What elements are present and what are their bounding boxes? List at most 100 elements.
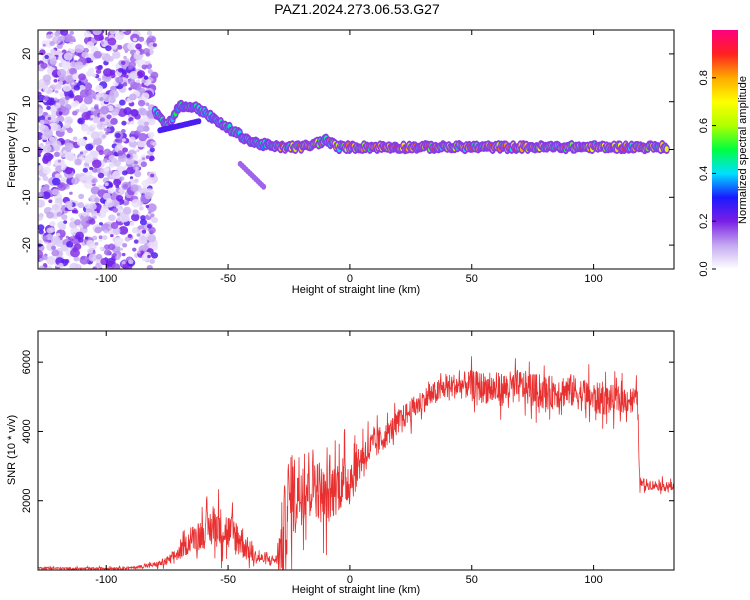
noise-blob [130, 109, 139, 117]
noise-blob [70, 248, 80, 258]
noise-blob [63, 220, 68, 224]
noise-blob [88, 218, 96, 225]
noise-blob [147, 234, 157, 243]
noise-blob [129, 221, 135, 226]
x-tick-label: 0 [347, 273, 353, 285]
noise-blob [90, 114, 94, 119]
noise-blob [150, 213, 155, 218]
noise-blob [148, 226, 156, 234]
noise-blob [150, 252, 159, 259]
noise-blob [40, 62, 48, 69]
noise-blob [104, 199, 115, 208]
y-tick-label: 6000 [21, 350, 33, 374]
noise-blob [134, 160, 139, 165]
noise-blob [46, 211, 54, 219]
noise-blob [136, 70, 146, 78]
noise-blob [106, 114, 112, 120]
spectrogram-marks [38, 30, 670, 269]
noise-blob [112, 227, 121, 235]
snr-x-ticks: -100 -50 0 50 100 [95, 331, 603, 586]
noise-blob [102, 94, 112, 103]
noise-blob [122, 147, 129, 153]
noise-blob [54, 151, 60, 158]
noise-blob [41, 254, 48, 261]
noise-blob [77, 117, 85, 125]
noise-blob [62, 83, 72, 92]
noise-blob [141, 244, 149, 251]
noise-blob [64, 201, 73, 209]
noise-blob [51, 236, 61, 245]
noise-blob [110, 114, 116, 120]
noise-blob [147, 132, 155, 138]
noise-blob [110, 221, 119, 229]
noise-blob [132, 247, 137, 252]
noise-blob [108, 214, 116, 222]
spectrogram-x-ticks: -100 -50 0 50 100 [95, 30, 603, 285]
figure-title: PAZ1.2024.273.06.53.G27 [274, 1, 440, 17]
noise-blob [73, 84, 81, 91]
noise-blob [119, 213, 130, 223]
noise-blob [118, 225, 129, 235]
noise-blob [149, 147, 155, 153]
noise-blob [46, 265, 53, 269]
noise-blob [38, 124, 46, 130]
noise-blob [138, 235, 148, 245]
spectrogram-y-ticks: -20 -10 0 10 20 [21, 48, 674, 253]
noise-blob [85, 143, 94, 151]
noise-blob [128, 259, 134, 265]
noise-blob [73, 100, 80, 107]
noise-blob [92, 73, 97, 78]
noise-blob [126, 154, 131, 158]
noise-blob [130, 130, 135, 135]
noise-blob [102, 192, 111, 201]
noise-blob [101, 223, 111, 233]
noise-blob [51, 245, 57, 251]
noise-blob [150, 173, 155, 178]
noise-blob [56, 68, 67, 78]
noise-blob [63, 33, 73, 43]
noise-blob [106, 159, 111, 163]
noise-blob [99, 105, 110, 115]
noise-blob [94, 197, 101, 203]
noise-blob [56, 211, 62, 217]
noise-blob [73, 256, 80, 262]
noise-blob [122, 242, 128, 248]
ridge-lobe [261, 183, 267, 190]
noise-blob [93, 105, 99, 110]
noise-blob [102, 134, 107, 139]
noise-blob [147, 254, 151, 259]
noise-blob [52, 140, 62, 149]
noise-blob [110, 234, 114, 238]
noise-blob [87, 248, 94, 254]
noise-blob [136, 125, 145, 133]
noise-blob [149, 258, 156, 264]
noise-blob [79, 151, 84, 155]
noise-blob [114, 31, 125, 41]
noise-blob [74, 158, 82, 166]
x-tick-label: -50 [220, 273, 236, 285]
y-tick-label: 4000 [21, 419, 33, 443]
noise-blob [95, 263, 101, 269]
ridge-lobe [196, 118, 202, 125]
noise-blob [108, 162, 115, 168]
noise-blob [99, 246, 104, 250]
noise-blob [80, 123, 90, 132]
snr-series-line [37, 356, 674, 571]
snr-y-ticks: 2000 4000 6000 [21, 350, 674, 513]
noise-blob [46, 255, 56, 265]
noise-blob [119, 99, 126, 106]
noise-blob [152, 43, 157, 47]
noise-blob [86, 130, 91, 135]
noise-blob [69, 262, 80, 269]
noise-blob [41, 191, 51, 200]
noise-blob [66, 241, 74, 248]
noise-blob [95, 84, 104, 93]
noise-blob [122, 82, 128, 87]
noise-blob [144, 121, 150, 127]
noise-blob [68, 67, 78, 75]
noise-blob [136, 82, 141, 86]
noise-blob [74, 61, 84, 70]
noise-blob [57, 159, 62, 163]
noise-blob [93, 215, 97, 219]
noise-blob [60, 177, 67, 183]
